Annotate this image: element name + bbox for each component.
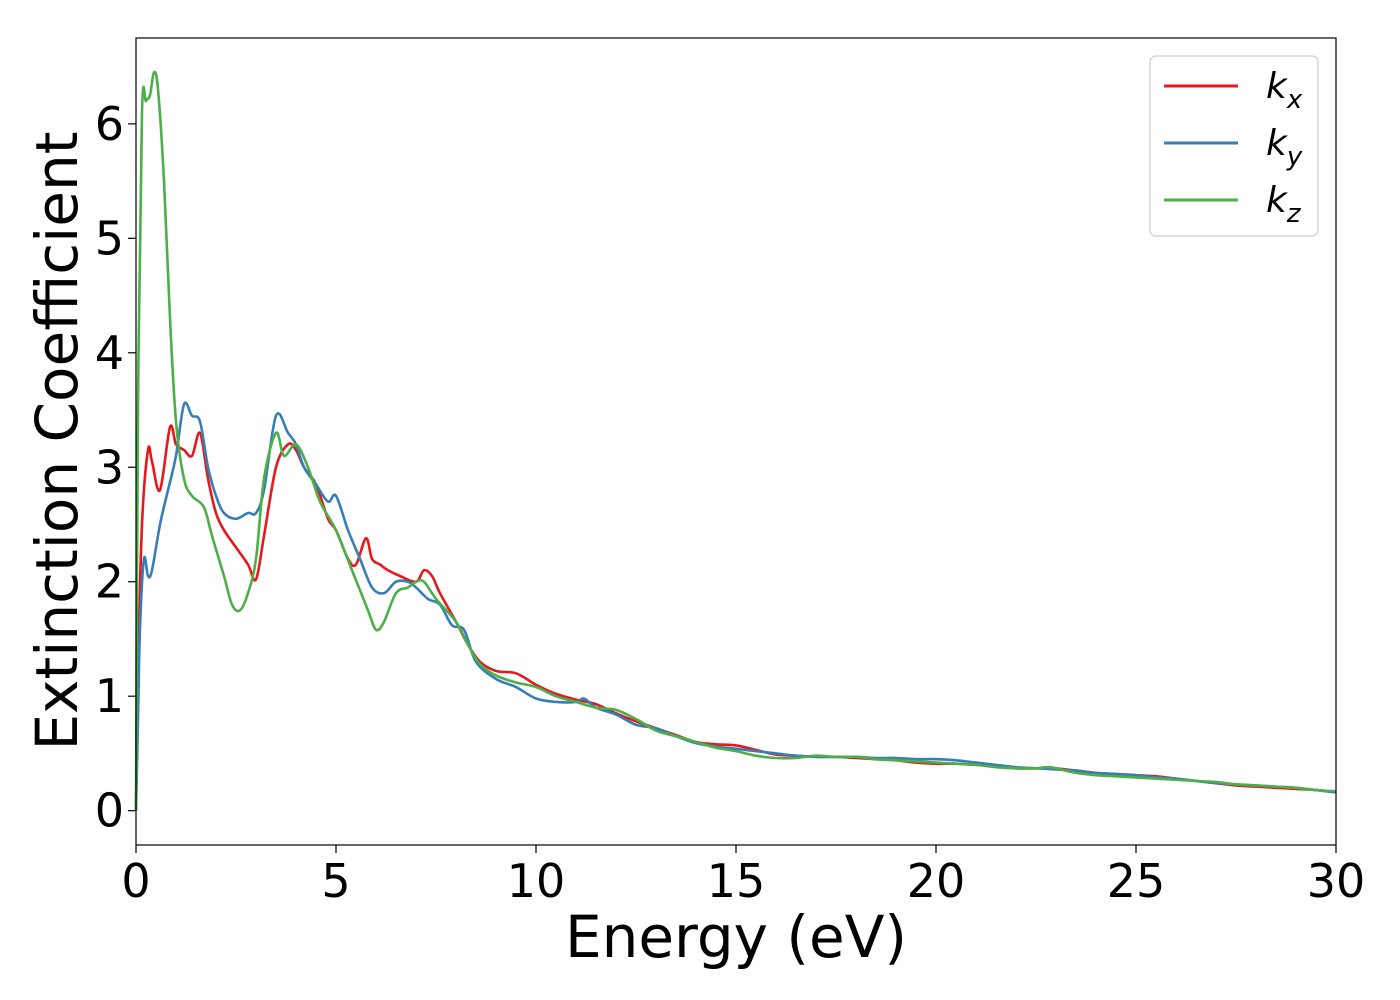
y-tick-label: 6	[95, 97, 124, 151]
x-tick-label: 15	[707, 854, 766, 908]
y-tick-label: 5	[95, 211, 124, 265]
x-tick-label: 25	[1107, 854, 1166, 908]
x-tick-label: 30	[1307, 854, 1366, 908]
plot-background	[136, 38, 1336, 845]
y-axis-title: Extinction Coefficient	[23, 132, 91, 751]
y-tick-label: 4	[95, 326, 124, 380]
series-layer	[134, 70, 1337, 811]
legend-box	[1149, 55, 1319, 237]
y-tick-label: 1	[95, 669, 124, 723]
y-tick-label: 2	[95, 555, 124, 609]
y-tick-label: 0	[95, 784, 124, 838]
x-tick-label: 10	[507, 854, 566, 908]
x-axis: 0 5 10 15 20 25 30	[121, 845, 1365, 908]
series-line-kz	[134, 70, 1337, 811]
x-axis-title: Energy (eV)	[565, 903, 907, 971]
x-tick-label: 0	[121, 854, 150, 908]
x-tick-label: 20	[907, 854, 966, 908]
y-axis: 0 1 2 3 4 5 6	[95, 97, 136, 838]
x-tick-label: 5	[321, 854, 350, 908]
y-tick-label: 3	[95, 440, 124, 494]
